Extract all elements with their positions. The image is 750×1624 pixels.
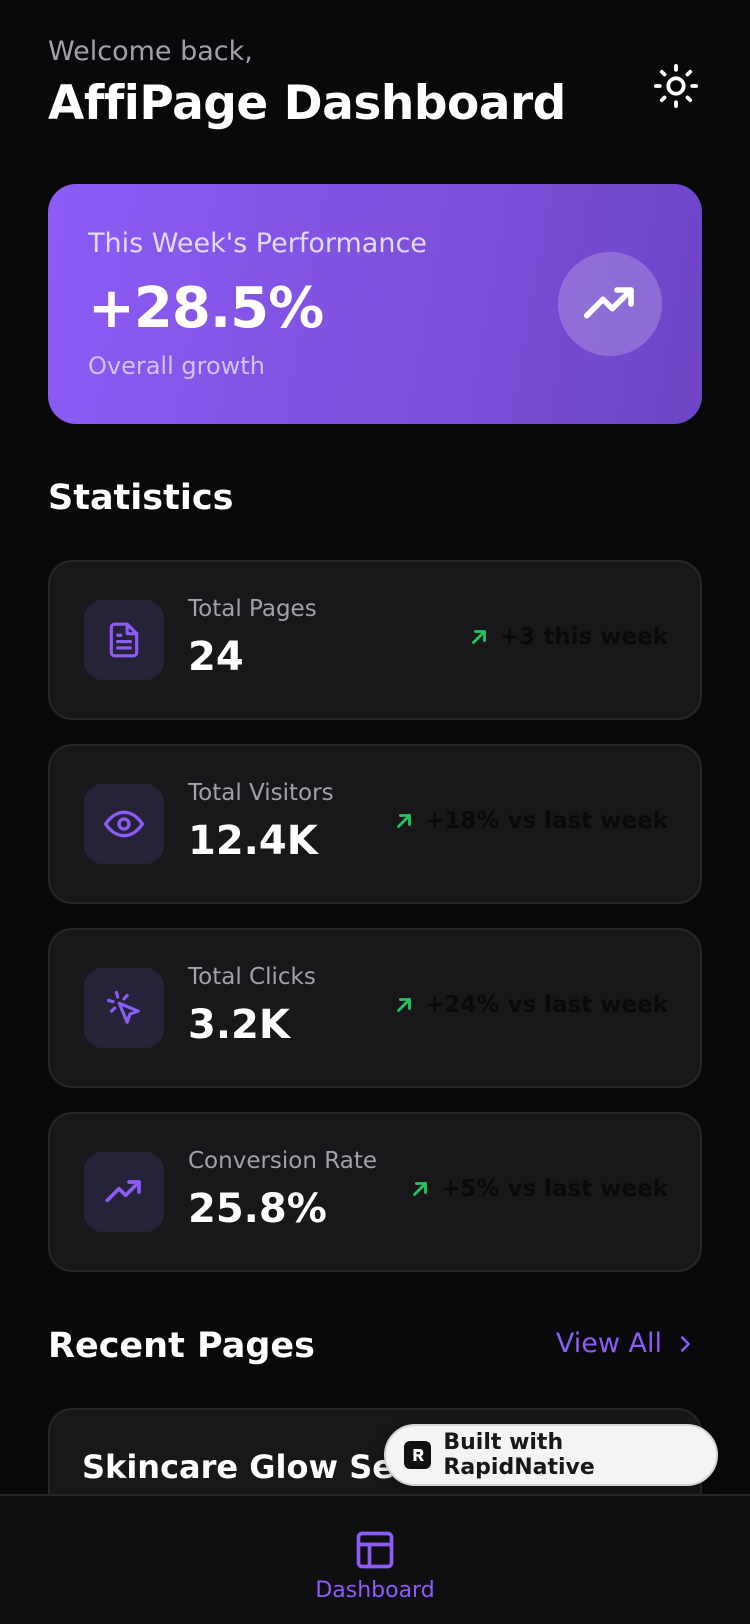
layout-icon	[356, 1531, 394, 1569]
eye-icon	[104, 810, 144, 838]
rapidnative-logo-icon	[404, 1441, 432, 1469]
document-icon	[109, 622, 139, 658]
stat-trend-text: +5% vs last week	[441, 1176, 668, 1202]
built-with-badge[interactable]: Built with RapidNative	[384, 1424, 718, 1486]
performance-value: +28.5%	[88, 276, 324, 341]
bottom-nav: Dashboard	[0, 1494, 750, 1624]
nav-label-dashboard: Dashboard	[315, 1578, 435, 1602]
recent-pages-heading: Recent Pages	[48, 1326, 315, 1366]
stat-trend-text: +3 this week	[500, 624, 668, 650]
stat-card-total-pages[interactable]: Total Pages 24 +3 this week	[48, 560, 702, 720]
stat-value: 12.4K	[188, 818, 318, 864]
arrow-up-right-icon	[397, 998, 412, 1012]
stat-label: Total Clicks	[188, 964, 316, 990]
trending-up-icon	[583, 287, 634, 319]
performance-icon-circle	[558, 252, 662, 356]
stat-value: 24	[188, 634, 244, 680]
theme-toggle-button[interactable]	[650, 60, 702, 112]
trending-up-icon	[105, 1180, 141, 1203]
stat-icon-box	[84, 784, 164, 864]
stat-trend: +18% vs last week	[393, 808, 668, 834]
arrow-up-right-icon	[472, 630, 486, 644]
performance-card[interactable]: This Week's Performance +28.5% Overall g…	[48, 184, 702, 424]
stat-trend: +24% vs last week	[393, 992, 668, 1018]
recent-page-title: Skincare Glow Set P	[82, 1448, 444, 1486]
stat-trend: +5% vs last week	[409, 1176, 668, 1202]
stat-label: Conversion Rate	[188, 1148, 377, 1174]
nav-item-dashboard[interactable]: Dashboard	[0, 1528, 750, 1602]
statistics-heading: Statistics	[48, 478, 234, 518]
stat-card-conversion-rate[interactable]: Conversion Rate 25.8% +5% vs last week	[48, 1112, 702, 1272]
view-all-label: View All	[555, 1328, 662, 1359]
stat-card-total-clicks[interactable]: Total Clicks 3.2K +24% vs last week	[48, 928, 702, 1088]
stat-icon-box	[84, 968, 164, 1048]
chevron-right-icon	[680, 1335, 690, 1352]
stat-value: 25.8%	[188, 1186, 327, 1232]
header: Welcome back, AffiPage Dashboard	[48, 34, 702, 134]
performance-subtitle: Overall growth	[88, 352, 265, 380]
performance-label: This Week's Performance	[88, 228, 427, 259]
stat-trend-text: +24% vs last week	[425, 992, 668, 1018]
stat-icon-box	[84, 1152, 164, 1232]
stat-trend: +3 this week	[468, 624, 668, 650]
stat-label: Total Visitors	[188, 780, 334, 806]
page-title: AffiPage Dashboard	[48, 76, 566, 131]
arrow-up-right-icon	[397, 814, 412, 828]
welcome-text: Welcome back,	[48, 36, 253, 67]
sun-icon	[653, 63, 699, 109]
stat-trend-text: +18% vs last week	[425, 808, 668, 834]
arrow-up-right-icon	[413, 1182, 428, 1196]
badge-text: Built with RapidNative	[443, 1430, 595, 1480]
stat-card-total-visitors[interactable]: Total Visitors 12.4K +18% vs last week	[48, 744, 702, 904]
view-all-link[interactable]: View All	[556, 1328, 696, 1359]
cursor-click-icon	[106, 990, 140, 1024]
stat-label: Total Pages	[188, 596, 317, 622]
stat-icon-box	[84, 600, 164, 680]
stat-value: 3.2K	[188, 1002, 290, 1048]
